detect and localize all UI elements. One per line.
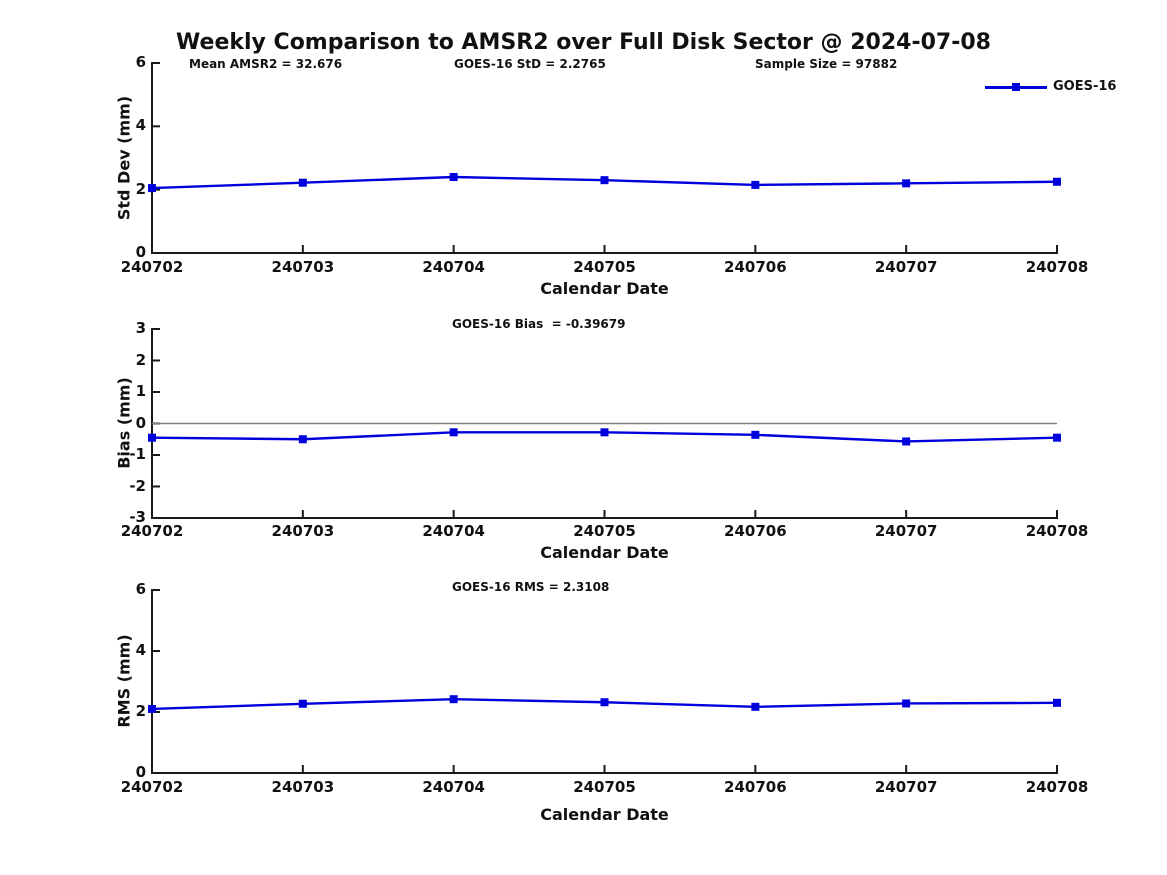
x-tick-label: 240707 <box>874 522 938 540</box>
x-tick-label: 240703 <box>271 778 335 796</box>
x-tick-label: 240703 <box>271 522 335 540</box>
data-point-marker <box>600 698 609 707</box>
y-tick-label: 0 <box>135 413 146 432</box>
data-point-marker <box>751 702 760 711</box>
ylabel-bias: Bias (mm) <box>114 377 134 469</box>
data-point-marker <box>1053 698 1061 707</box>
x-tick-label: 240707 <box>874 778 938 796</box>
x-tick-label: 240707 <box>874 258 938 276</box>
xlabel-calendar-date-1: Calendar Date <box>540 279 669 298</box>
data-point-marker <box>449 428 458 437</box>
y-tick-label: 0 <box>135 243 146 261</box>
data-point-marker <box>449 173 458 181</box>
x-tick-label: 240703 <box>271 258 335 276</box>
data-point-marker <box>600 428 609 437</box>
y-tick-label: -3 <box>129 508 146 526</box>
page-title: Weekly Comparison to AMSR2 over Full Dis… <box>176 30 991 55</box>
data-point-marker <box>298 699 307 708</box>
legend-label: GOES-16 <box>1053 79 1117 94</box>
y-tick-label: 4 <box>135 116 146 135</box>
y-tick-label: 6 <box>135 53 146 71</box>
xlabel-calendar-date-2: Calendar Date <box>540 543 669 562</box>
data-point-marker <box>1053 433 1061 442</box>
data-point-marker <box>148 704 156 713</box>
x-tick-label: 240705 <box>573 258 636 276</box>
x-tick-label: 240708 <box>1025 778 1089 796</box>
x-tick-label: 240704 <box>422 522 485 540</box>
data-point-marker <box>148 184 156 193</box>
y-tick-label: 2 <box>135 350 146 369</box>
y-tick-label: 0 <box>135 763 146 781</box>
x-tick-label: 240704 <box>422 778 485 796</box>
legend: GOES-16 <box>985 78 1167 96</box>
x-tick-label: 240705 <box>573 522 636 540</box>
y-tick-label: 6 <box>135 580 146 598</box>
xlabel-calendar-date-3: Calendar Date <box>540 805 669 824</box>
x-tick-label: 240706 <box>724 258 787 276</box>
data-point-marker <box>449 695 458 704</box>
y-tick-label: 1 <box>135 382 146 400</box>
annotation-goes16-bias: GOES-16 Bias = -0.39679 <box>452 317 626 331</box>
x-tick-label: 240708 <box>1025 258 1089 276</box>
legend-square-marker-icon <box>1012 83 1020 91</box>
y-tick-label: -1 <box>129 445 146 463</box>
data-point-marker <box>148 433 156 442</box>
data-point-marker <box>902 437 911 446</box>
annotation-goes16-std: GOES-16 StD = 2.2765 <box>454 57 606 71</box>
x-tick-label: 240704 <box>422 258 485 276</box>
ylabel-std-dev: Std Dev (mm) <box>114 95 134 221</box>
y-tick-label: 2 <box>135 179 146 198</box>
data-point-marker <box>298 178 307 187</box>
annotation-sample-size: Sample Size = 97882 <box>755 57 898 71</box>
x-tick-label: 240706 <box>724 778 787 796</box>
data-point-marker <box>298 435 307 444</box>
data-point-marker <box>751 430 760 439</box>
ylabel-rms: RMS (mm) <box>114 634 134 728</box>
x-tick-label: 240706 <box>724 522 787 540</box>
annotation-mean-amsr2: Mean AMSR2 = 32.676 <box>189 57 343 71</box>
data-point-marker <box>902 179 911 188</box>
annotation-goes16-rms: GOES-16 RMS = 2.3108 <box>452 580 610 594</box>
data-point-marker <box>902 699 911 708</box>
x-tick-label: 240702 <box>120 522 184 540</box>
x-tick-label: 240708 <box>1025 522 1089 540</box>
data-point-marker <box>751 180 760 189</box>
data-point-marker <box>600 176 609 185</box>
y-tick-label: 2 <box>135 702 146 720</box>
x-tick-label: 240705 <box>573 778 636 796</box>
y-tick-label: 4 <box>135 641 146 659</box>
x-tick-label: 240702 <box>120 778 184 796</box>
data-point-marker <box>1053 177 1061 186</box>
y-tick-label: -2 <box>129 476 146 495</box>
x-tick-label: 240702 <box>120 258 184 276</box>
y-tick-label: 3 <box>135 319 146 337</box>
